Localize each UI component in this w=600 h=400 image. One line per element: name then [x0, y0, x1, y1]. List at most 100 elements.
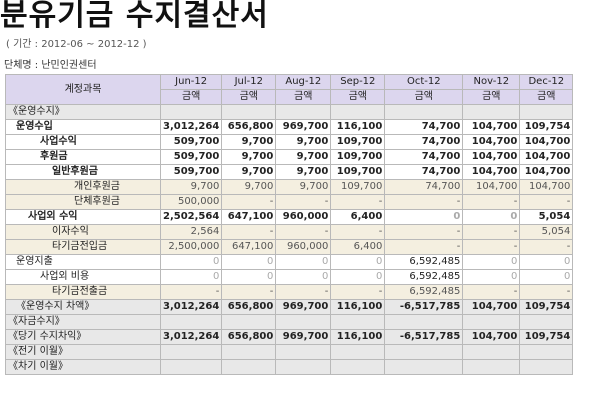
amount-cell	[462, 314, 521, 330]
amount-cell: 0	[275, 269, 332, 285]
amount-cell: 0	[330, 254, 386, 270]
account-name: 운영수입	[5, 119, 161, 135]
period-label: ( 기간 : 2012-06 ~ 2012-12 )	[6, 39, 147, 50]
amount-cell: 104,700	[462, 164, 521, 180]
page-title: 분유기금 수지결산서	[0, 0, 269, 33]
amount-cell: 656,800	[221, 119, 277, 135]
month-header: Jun-12	[159, 74, 223, 90]
amount-cell: 2,564	[159, 224, 223, 240]
amount-cell: 0	[462, 209, 521, 225]
amount-cell: -	[330, 194, 386, 210]
amount-cell: 74,700	[384, 119, 464, 135]
amount-cell	[330, 104, 386, 120]
amount-cell	[330, 314, 386, 330]
amount-cell: 969,700	[275, 329, 332, 345]
amount-cell: 74,700	[384, 164, 464, 180]
amount-cell: 0	[519, 254, 574, 270]
account-name: 《당기 수지차익》	[5, 329, 161, 345]
amount-cell: 6,400	[330, 239, 386, 255]
amount-cell: -	[330, 224, 386, 240]
table-row: 《운영수지》	[5, 104, 574, 120]
amount-cell: 0	[159, 254, 223, 270]
amount-cell: 0	[330, 269, 386, 285]
amount-cell: 104,700	[519, 179, 574, 195]
amount-cell	[221, 359, 277, 375]
amount-cell: 104,700	[462, 119, 521, 135]
table-row: 《차기 이월》	[5, 359, 574, 375]
amount-cell: 104,700	[462, 134, 521, 150]
amount-cell	[159, 314, 223, 330]
amount-cell: 6,400	[330, 209, 386, 225]
amount-cell: 116,100	[330, 299, 386, 315]
amount-cell	[275, 314, 332, 330]
amount-cell	[519, 359, 574, 375]
amount-cell	[330, 359, 386, 375]
table-row: 운영지출 0 0 0 0 6,592,485 0 0	[5, 254, 574, 270]
amount-cell: 6,592,485	[384, 254, 464, 270]
table-row: 일반후원금 509,700 9,700 9,700 109,700 74,700 104,7…	[5, 164, 574, 180]
amount-cell: -	[275, 224, 332, 240]
amount-cell: 9,700	[221, 179, 277, 195]
account-name: 타기금전입금	[5, 239, 161, 255]
amount-cell: 109,754	[519, 329, 574, 345]
table-row: 《자금수지》	[5, 314, 574, 330]
amount-cell	[384, 359, 464, 375]
amount-cell: -	[519, 284, 574, 300]
amount-cell: 509,700	[159, 149, 223, 165]
amount-cell: -	[462, 239, 521, 255]
amount-cell: -	[221, 194, 277, 210]
amount-cell: 104,700	[462, 299, 521, 315]
organization-label: 단체명 : 난민인권센터	[4, 60, 97, 71]
amount-cell	[221, 104, 277, 120]
account-name: 《운영수지》	[5, 104, 161, 120]
amount-cell: -	[462, 224, 521, 240]
amount-cell: 656,800	[221, 299, 277, 315]
amount-cell	[462, 104, 521, 120]
account-name: 사업외 수익	[5, 209, 161, 225]
amount-cell: 0	[275, 254, 332, 270]
amount-cell: 9,700	[275, 164, 332, 180]
amount-cell: 104,700	[519, 134, 574, 150]
amount-cell: -	[384, 239, 464, 255]
account-name: 《운영수지 차액》	[5, 299, 161, 315]
amount-cell: 647,100	[221, 209, 277, 225]
amount-header: 금액	[384, 89, 464, 105]
amount-cell: 9,700	[275, 149, 332, 165]
amount-cell	[159, 344, 223, 360]
amount-cell: -	[275, 284, 332, 300]
amount-cell: -	[384, 194, 464, 210]
amount-cell	[221, 314, 277, 330]
amount-cell	[275, 104, 332, 120]
amount-cell	[275, 344, 332, 360]
amount-cell: 116,100	[330, 329, 386, 345]
amount-cell: -	[519, 194, 574, 210]
amount-cell	[275, 359, 332, 375]
amount-cell	[519, 314, 574, 330]
amount-cell	[519, 104, 574, 120]
amount-cell: 9,700	[159, 179, 223, 195]
amount-cell: 500,000	[159, 194, 223, 210]
amount-cell: 104,700	[462, 329, 521, 345]
table-row: 타기금전출금 - - - -6,592,485- -	[5, 284, 574, 300]
amount-cell: 104,700	[519, 164, 574, 180]
amount-cell	[462, 359, 521, 375]
amount-cell: 2,502,564	[159, 209, 223, 225]
amount-cell: -	[221, 284, 277, 300]
amount-cell: 5,054	[519, 209, 574, 225]
amount-cell: 3,012,264	[159, 299, 223, 315]
amount-cell: 9,700	[221, 164, 277, 180]
amount-cell: 2,500,000	[159, 239, 223, 255]
amount-cell: 109,700	[330, 149, 386, 165]
amount-cell: -	[384, 224, 464, 240]
amount-cell: 109,700	[330, 179, 386, 195]
amount-cell: 0	[384, 209, 464, 225]
amount-cell: 74,700	[384, 179, 464, 195]
account-name: 일반후원금	[5, 164, 161, 180]
amount-header: 금액	[221, 89, 277, 105]
amount-cell: -6,517,785	[384, 299, 464, 315]
amount-cell: 104,700	[462, 179, 521, 195]
amount-cell: 0	[221, 269, 277, 285]
amount-cell	[384, 314, 464, 330]
amount-cell: -	[159, 284, 223, 300]
table-row: 사업외 수익 2,502,564 647,100 960,000 6,400 0 0 5,05…	[5, 209, 574, 225]
